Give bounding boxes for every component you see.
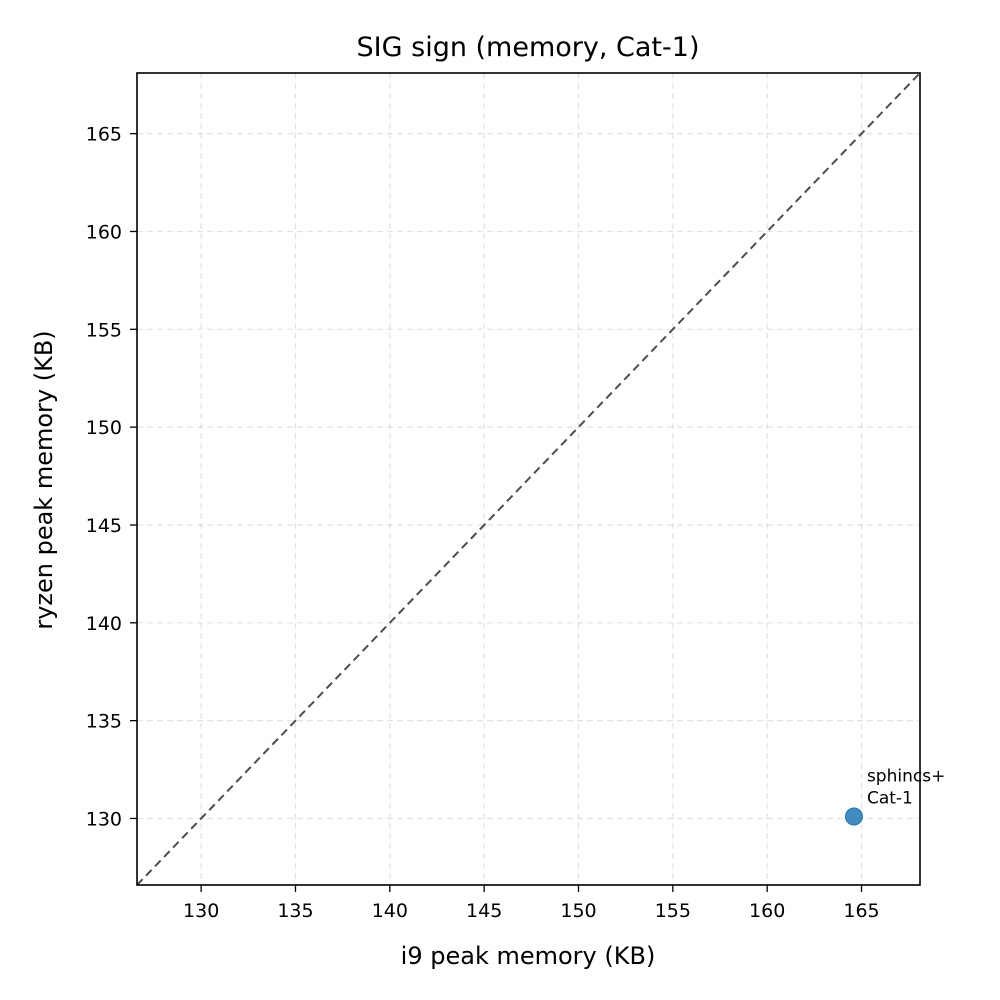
x-tick-label: 135 — [277, 900, 313, 922]
plot-frame — [136, 72, 921, 886]
y-tick-label: 140 — [86, 613, 122, 635]
y-tick-label: 130 — [86, 808, 122, 830]
x-tick-label: 165 — [843, 900, 879, 922]
x-tick-label: 155 — [655, 900, 691, 922]
point-annotation-line1: sphincs+ — [867, 767, 945, 787]
y-axis-label: ryzen peak memory (KB) — [30, 330, 58, 629]
points-layer: sphincs+Cat-1 — [844, 767, 945, 826]
x-tick-label: 130 — [183, 900, 219, 922]
x-tick-label: 145 — [466, 900, 502, 922]
y-tick-label: 155 — [86, 319, 122, 341]
y-tick-label: 160 — [86, 221, 122, 243]
y-tick-label: 145 — [86, 515, 122, 537]
identity-reference-line — [136, 72, 921, 886]
point-annotation-line2: Cat-1 — [867, 789, 913, 809]
x-tick-label: 150 — [560, 900, 596, 922]
y-tick-label: 165 — [86, 124, 122, 146]
data-point — [844, 807, 863, 826]
y-tick-label: 150 — [86, 417, 122, 439]
x-tick-label: 160 — [749, 900, 785, 922]
ticks-layer: 130 135 140 145 150 155 160 165 130 135 140 145 150 1… — [86, 124, 880, 922]
y-tick-label: 135 — [86, 711, 122, 733]
grid-layer — [137, 73, 920, 885]
chart-title: SIG sign (memory, Cat-1) — [357, 32, 700, 63]
x-tick-label: 140 — [372, 900, 408, 922]
x-axis-label: i9 peak memory (KB) — [401, 942, 656, 970]
